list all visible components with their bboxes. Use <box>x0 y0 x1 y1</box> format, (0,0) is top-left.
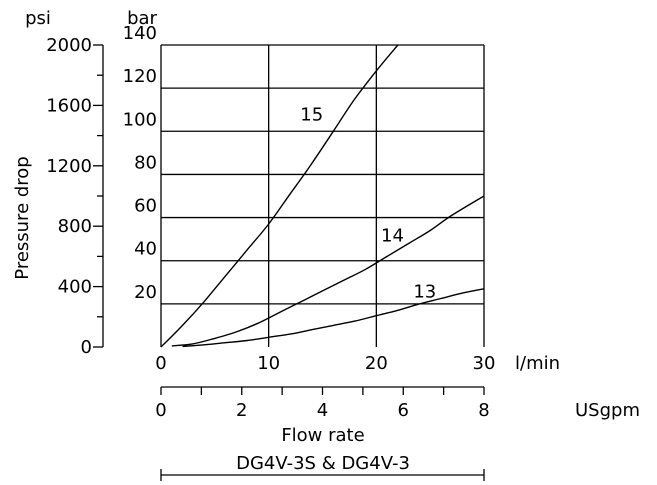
x-secondary-tick-label: 0 <box>155 400 166 421</box>
x-secondary-tick-label: 8 <box>478 400 489 421</box>
x-tick-label: 10 <box>257 353 280 374</box>
x-unit-primary: l/min <box>515 353 560 374</box>
y-secondary-tick-label: 800 <box>58 216 92 237</box>
y-secondary-tick-label: 1600 <box>46 95 92 116</box>
y-secondary-tick-label: 1200 <box>46 156 92 177</box>
y-unit-secondary: psi <box>25 8 51 29</box>
y-tick-label: 140 <box>123 23 157 44</box>
x-secondary-tick-label: 4 <box>317 400 328 421</box>
curves: 15 14 13 <box>160 44 485 348</box>
y-secondary-tick-label: 2000 <box>46 35 92 56</box>
curve-label-14: 14 <box>381 225 404 246</box>
y-secondary-tick-label: 400 <box>58 277 92 298</box>
x-secondary-tick-label: 6 <box>398 400 409 421</box>
x-tick-label: 0 <box>155 353 166 374</box>
x-secondary-tick-label: 2 <box>236 400 247 421</box>
y-tick-label: 20 <box>134 282 157 303</box>
y-tick-label: 40 <box>134 239 157 260</box>
curve-label-13: 13 <box>413 281 436 302</box>
y-unit-primary: bar <box>127 8 157 29</box>
footer-label: DG4V-3S & DG4V-3 <box>236 453 410 474</box>
y-tick-label: 100 <box>123 109 157 130</box>
labels: psi bar Pressure drop l/min USgpm Flow r… <box>12 8 640 474</box>
grid-lines <box>160 44 485 347</box>
curve-label-15: 15 <box>300 105 323 126</box>
curve-15 <box>160 44 399 348</box>
x-tick-label: 30 <box>473 353 496 374</box>
x-tick-label: 20 <box>365 353 388 374</box>
x-unit-secondary: USgpm <box>575 400 640 421</box>
y-axis-label: Pressure drop <box>12 156 33 279</box>
y-tick-label: 120 <box>123 66 157 87</box>
y-tick-label: 80 <box>134 152 157 173</box>
y-secondary-tick-label: 0 <box>81 337 92 358</box>
x-axis-label: Flow rate <box>281 425 364 446</box>
y-tick-label: 60 <box>134 196 157 217</box>
curve-14 <box>171 195 485 347</box>
curve-13 <box>182 288 485 348</box>
